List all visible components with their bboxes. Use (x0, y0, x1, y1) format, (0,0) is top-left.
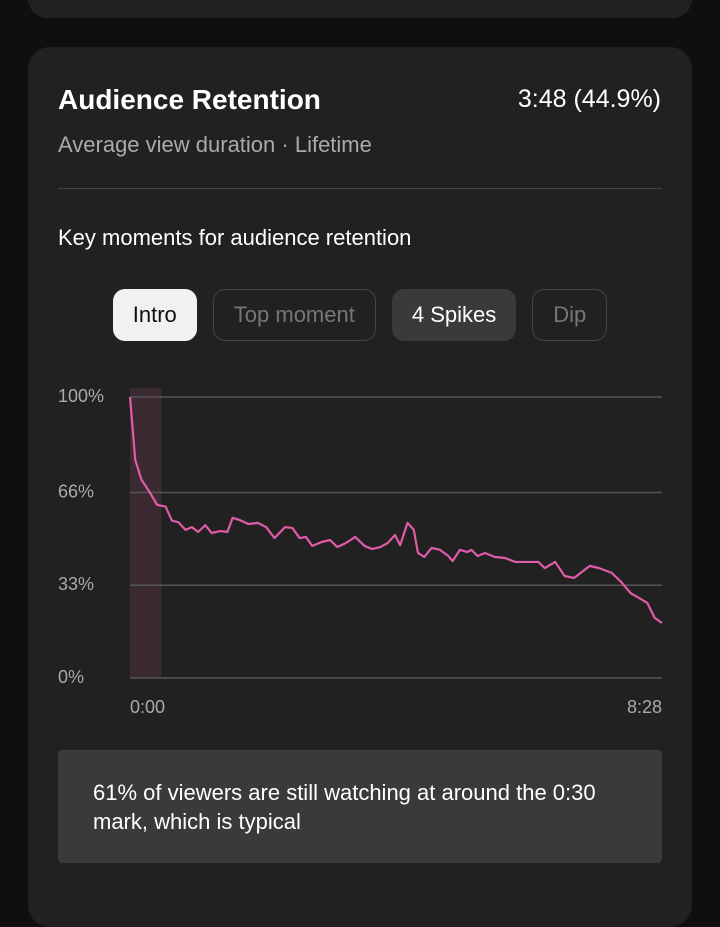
divider (58, 188, 662, 189)
y-tick-label: 66% (58, 481, 94, 501)
previous-card (28, 0, 692, 18)
card-title: Audience Retention (58, 84, 321, 115)
retention-line (128, 396, 663, 624)
chip[interactable]: 4 Spikes (391, 289, 517, 341)
y-tick-label: 33% (58, 574, 94, 594)
intro-highlight (130, 388, 162, 678)
y-tick-label: 0% (58, 667, 84, 687)
chip[interactable]: Intro (112, 289, 197, 341)
subtitle: Average view duration · Lifetime (58, 132, 372, 157)
section-title: Key moments for audience retention (58, 225, 412, 250)
chart: 0% 33% 66% 100% 0:00 8:28 (58, 386, 663, 717)
chip-row: Intro Top moment 4 Spikes Dip (0, 289, 720, 341)
x-tick-label: 0:00 (130, 697, 165, 717)
chip[interactable]: Top moment (212, 289, 376, 341)
insight: 61% of viewers are still watching at aro… (58, 750, 662, 863)
stat: 3:48 (44.9%) (517, 85, 661, 113)
y-tick-label: 100% (58, 386, 104, 406)
chip[interactable]: Dip (532, 289, 608, 341)
x-tick-label: 8:28 (627, 697, 662, 717)
